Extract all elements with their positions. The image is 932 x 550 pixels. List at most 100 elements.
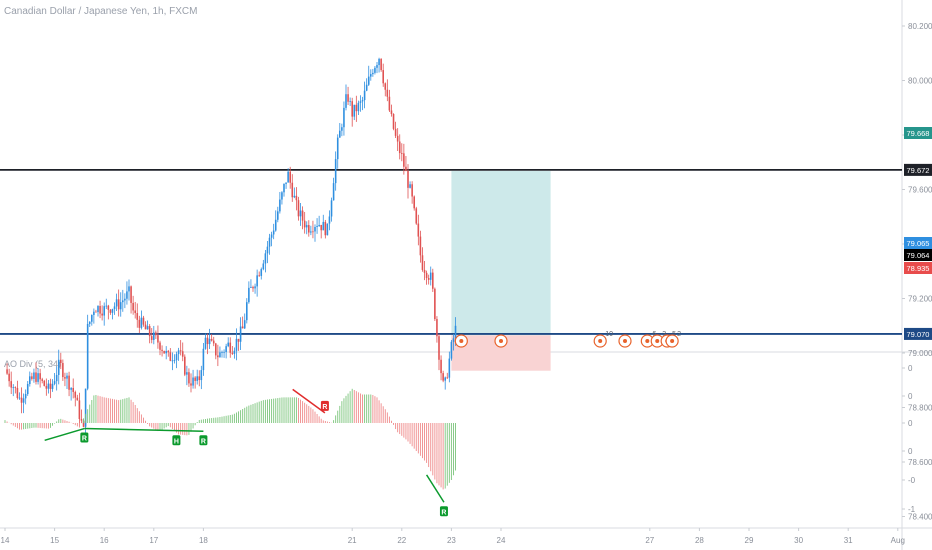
candle-body [330, 200, 333, 217]
candle-body [6, 369, 8, 374]
time-tick-label: 21 [348, 536, 357, 545]
candle-body [10, 381, 12, 388]
candle-body [409, 184, 411, 188]
candle-body [82, 420, 85, 427]
candle-body [252, 286, 254, 289]
indicator-title: AO Div (5, 34) [4, 359, 62, 369]
candle-body [429, 272, 432, 280]
candle-body [318, 224, 320, 226]
candle-body [328, 216, 331, 224]
candle-body [227, 342, 229, 347]
ao-tick-label: -1 [908, 505, 916, 514]
candle-body [47, 383, 50, 389]
candle-body [62, 363, 64, 378]
ao-tick-label: -0 [908, 476, 916, 485]
candle-body [235, 338, 238, 351]
candle-body [12, 387, 15, 389]
candle-body [84, 388, 87, 427]
candle-body [60, 359, 62, 364]
candle-body [336, 137, 339, 160]
time-tick-label: 18 [199, 536, 208, 545]
candle-body [351, 101, 353, 117]
candle-body [231, 352, 234, 354]
candle-body [355, 104, 358, 112]
candle-body [308, 225, 310, 233]
candle-body [250, 286, 252, 288]
candle-body [16, 388, 19, 398]
event-count-label: 5 [672, 331, 676, 338]
divergence-badge [439, 506, 448, 517]
event-icon-dot [670, 339, 675, 343]
candle-body [260, 269, 263, 276]
event-icon-dot [623, 339, 627, 343]
candle-body [237, 338, 240, 342]
candle-body [229, 342, 232, 353]
candle-body [341, 127, 343, 131]
candle-body [132, 302, 134, 311]
candle-body [425, 272, 428, 279]
candle-body [217, 355, 219, 358]
candle-body [68, 375, 70, 390]
candle-body [403, 153, 405, 167]
candles [6, 57, 457, 433]
level-price-tag [904, 327, 932, 340]
event-count-label: 3 [662, 331, 666, 338]
candle-body [43, 380, 46, 386]
candle-body [285, 182, 287, 184]
candle-body [396, 135, 399, 142]
candle-body [26, 384, 29, 395]
candle-body [380, 58, 382, 71]
candle-body [86, 323, 89, 389]
candle-body [324, 221, 327, 236]
price-tick-label: 78.400 [908, 513, 932, 522]
candle-body [196, 376, 198, 381]
candle-body [384, 83, 387, 90]
candle-body [146, 326, 149, 330]
candle-body [18, 397, 21, 399]
candle-body [157, 335, 159, 343]
candle-body [101, 313, 103, 316]
candle-body [268, 237, 271, 247]
candle-body [432, 272, 434, 289]
divergence-badge-label: R [201, 438, 206, 445]
candle-body [150, 336, 153, 340]
event-icon-dot [499, 339, 503, 343]
candle-body [161, 349, 163, 351]
candle-body [39, 373, 41, 380]
divergence-badge-label: H [174, 438, 179, 445]
price-tick-label: 79.600 [908, 186, 932, 195]
candle-body [241, 326, 244, 329]
candle-body [264, 253, 267, 264]
ao-tick-label: 0 [908, 419, 913, 428]
candle-body [198, 376, 201, 381]
candle-body [407, 171, 409, 188]
candle-body [320, 224, 322, 231]
candle-body [281, 192, 283, 200]
candle-body [398, 141, 401, 154]
candle-body [289, 171, 291, 183]
time-tick-label: 30 [794, 536, 803, 545]
ao-histogram [4, 388, 456, 490]
candle-body [126, 291, 128, 299]
candle-body [322, 221, 325, 231]
candle-body [254, 286, 256, 289]
candle-body [124, 298, 126, 301]
candle-body [113, 306, 116, 310]
candle-body [353, 104, 356, 117]
candle-body [361, 100, 364, 102]
candle-body [314, 226, 316, 232]
candle-body [446, 377, 449, 379]
event-icon-dot [598, 339, 603, 343]
time-tick-label: 22 [397, 536, 406, 545]
candle-body [14, 387, 17, 389]
candle-body [97, 306, 99, 313]
time-tick-label: 17 [149, 536, 158, 545]
candle-body [316, 225, 318, 227]
candle-body [274, 219, 277, 231]
event-icon-dot [645, 339, 650, 343]
price-tag [904, 249, 932, 261]
candle-body [434, 288, 436, 320]
candle-body [20, 397, 23, 403]
candle-body [117, 299, 120, 310]
